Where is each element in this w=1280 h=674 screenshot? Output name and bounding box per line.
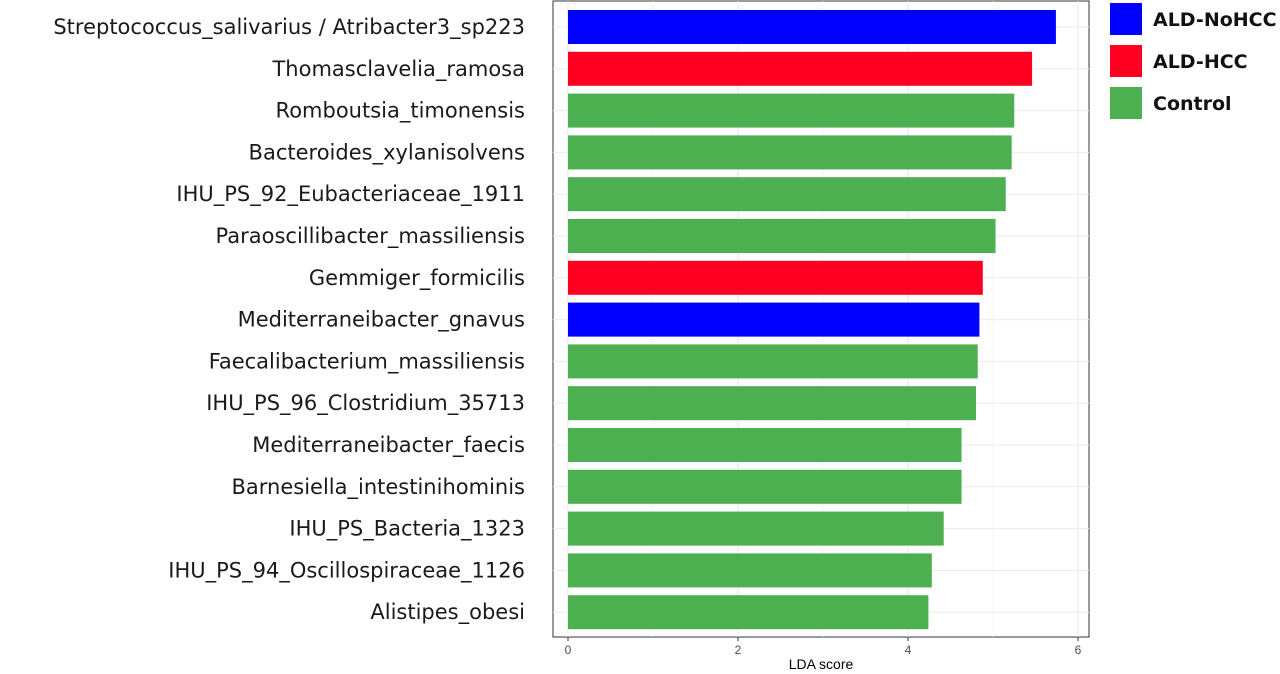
legend-swatch: [1110, 45, 1142, 77]
bar: [568, 511, 944, 546]
bar: [568, 386, 976, 421]
legend-swatch: [1110, 3, 1142, 35]
category-label: Streptococcus_salivarius / Atribacter3_s…: [53, 15, 525, 40]
category-label: Mediterraneibacter_faecis: [252, 433, 525, 458]
x-axis-ticks: 0 2 4 6: [565, 637, 1082, 657]
bar: [568, 302, 980, 337]
legend-swatch: [1110, 87, 1142, 119]
category-label: Gemmiger_formicilis: [309, 266, 525, 291]
bar: [568, 553, 932, 588]
category-label: IHU_PS_96_Clostridium_35713: [206, 391, 525, 416]
category-label: IHU_PS_Bacteria_1323: [289, 517, 525, 542]
bar: [568, 135, 1012, 170]
x-axis-title: LDA score: [789, 656, 854, 672]
bar: [568, 344, 978, 379]
category-label: Paraoscillibacter_massiliensis: [216, 224, 525, 249]
legend-label: ALD-NoHCC: [1153, 9, 1277, 31]
x-tick-label: 2: [735, 643, 742, 657]
legend-label: Control: [1153, 93, 1232, 115]
x-tick-label: 4: [905, 643, 912, 657]
bar: [568, 51, 1033, 86]
bar: [568, 595, 929, 630]
bar: [568, 177, 1006, 212]
category-label: Faecalibacterium_massiliensis: [209, 349, 525, 374]
category-label: Romboutsia_timonensis: [276, 99, 525, 124]
category-label: Thomasclavelia_ramosa: [271, 57, 525, 82]
bar: [568, 428, 962, 462]
bar: [568, 10, 1056, 44]
category-label: Alistipes_obesi: [370, 600, 525, 625]
legend: ALD-NoHCC ALD-HCC Control: [1110, 3, 1277, 119]
bar: [568, 469, 962, 504]
bar: [568, 219, 996, 253]
category-label: Mediterraneibacter_gnavus: [238, 308, 525, 333]
x-tick-label: 6: [1075, 643, 1082, 657]
bar: [568, 93, 1015, 128]
category-label: IHU_PS_92_Eubacteriaceae_1911: [176, 182, 525, 207]
legend-label: ALD-HCC: [1153, 51, 1248, 73]
category-label: Barnesiella_intestinihominis: [232, 475, 526, 500]
bar: [568, 260, 983, 295]
x-tick-label: 0: [565, 643, 572, 657]
category-label: Bacteroides_xylanisolvens: [249, 140, 525, 165]
bars: [568, 10, 1056, 630]
category-label: IHU_PS_94_Oscillospiraceae_1126: [168, 558, 525, 583]
category-labels: Streptococcus_salivarius / Atribacter3_s…: [53, 15, 525, 625]
